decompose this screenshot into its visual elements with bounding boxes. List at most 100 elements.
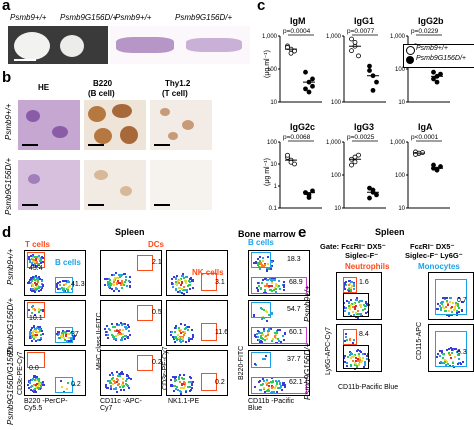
density-dot (124, 280, 127, 283)
density-dot (454, 305, 457, 308)
data-point-IgA (434, 167, 440, 173)
label-b-cells-bm: B cells (248, 238, 274, 247)
density-dot (259, 265, 262, 268)
density-dot (34, 276, 37, 279)
density-dot (63, 287, 66, 290)
density-dot (276, 283, 279, 286)
density-dot (350, 289, 353, 292)
panel-letter-c: c (257, 0, 266, 14)
density-dot (182, 274, 185, 277)
density-dot (119, 375, 122, 378)
label-neutrophils: Neutrophils (345, 262, 390, 271)
density-dot (352, 338, 355, 341)
data-point-IgG2b (434, 79, 440, 85)
density-dot (110, 284, 113, 287)
density-dot (354, 359, 357, 362)
density-dot (116, 390, 119, 393)
density-dot (127, 374, 130, 377)
density-dot (187, 339, 190, 342)
density-dot (360, 314, 363, 317)
density-dot (259, 256, 262, 259)
percentage-label: 0.2 (215, 379, 225, 386)
density-dot (254, 333, 257, 336)
density-dot (186, 276, 189, 279)
density-dot (266, 319, 269, 322)
density-dot (108, 327, 111, 330)
density-dot (256, 287, 259, 290)
density-dot (32, 305, 35, 308)
density-dot (181, 376, 184, 379)
density-dot (173, 375, 176, 378)
density-dot (354, 364, 357, 367)
panel-e-gate1b: Siglec-F⁻ (345, 251, 379, 260)
density-dot (278, 288, 281, 291)
density-dot (115, 282, 118, 285)
density-dot (30, 280, 33, 283)
gate-nk-cells (201, 323, 217, 341)
density-dot (33, 287, 36, 290)
density-dot (349, 305, 352, 308)
density-dot (350, 355, 353, 358)
density-dot (343, 301, 346, 304)
density-dot (188, 284, 191, 287)
density-dot (281, 382, 284, 385)
density-dot (179, 335, 182, 338)
density-dot (458, 357, 461, 360)
density-dot (462, 360, 465, 363)
density-dot (124, 326, 127, 329)
density-dot (352, 355, 355, 358)
density-dot (185, 391, 188, 394)
density-dot (263, 277, 266, 280)
density-dot (189, 338, 192, 341)
density-dot (35, 280, 38, 283)
density-dot (190, 338, 193, 341)
facs-plot-r2-c3: 11.6 (166, 300, 228, 346)
density-dot (192, 335, 195, 338)
density-dot (262, 387, 265, 390)
density-dot (276, 328, 279, 331)
density-dot (125, 373, 128, 376)
density-dot (345, 332, 348, 335)
percentage-label: 10.1 (29, 315, 43, 322)
density-dot (351, 359, 354, 362)
density-dot (270, 387, 273, 390)
density-dot (31, 282, 34, 285)
density-dot (355, 350, 358, 353)
density-dot (457, 311, 460, 314)
density-dot (179, 340, 182, 343)
density-dot (343, 340, 346, 343)
density-dot (263, 291, 266, 294)
genotype-label-a4: Psmb9G156D/+ (175, 13, 233, 22)
density-dot (172, 338, 175, 341)
density-dot (364, 308, 367, 311)
density-dot (32, 385, 35, 388)
ytick-label-IgG1: 100 (331, 100, 342, 106)
legend-marker-open (406, 46, 415, 55)
density-dot (262, 388, 265, 391)
facs-plot-e-r2-c1: 8.4 (336, 324, 382, 372)
density-dot (182, 330, 185, 333)
data-point-IgG2c (288, 159, 294, 165)
gate-b-cells-bm (251, 352, 271, 368)
legend-marker-filled (406, 56, 414, 64)
y-axis-label-d4: B220-FITC (238, 345, 245, 380)
gate-t-cells (27, 302, 45, 318)
density-dot (445, 361, 448, 364)
gate-t-cells (27, 252, 45, 268)
density-dot (175, 387, 178, 390)
density-dot (122, 384, 125, 387)
gate-neutrophils (343, 277, 357, 293)
density-dot (356, 366, 359, 369)
density-dot (28, 258, 31, 261)
density-dot (266, 389, 269, 392)
density-dot (457, 306, 460, 309)
ytick-label-IgG3: 100 (331, 173, 342, 179)
density-dot (180, 284, 183, 287)
density-dot (448, 309, 451, 312)
density-dot (107, 336, 110, 339)
density-dot (260, 264, 263, 267)
density-dot (184, 330, 187, 333)
gate-dcs (137, 305, 153, 321)
chart-title-IgG2c: IgG2c (290, 122, 315, 132)
density-dot (267, 314, 270, 317)
